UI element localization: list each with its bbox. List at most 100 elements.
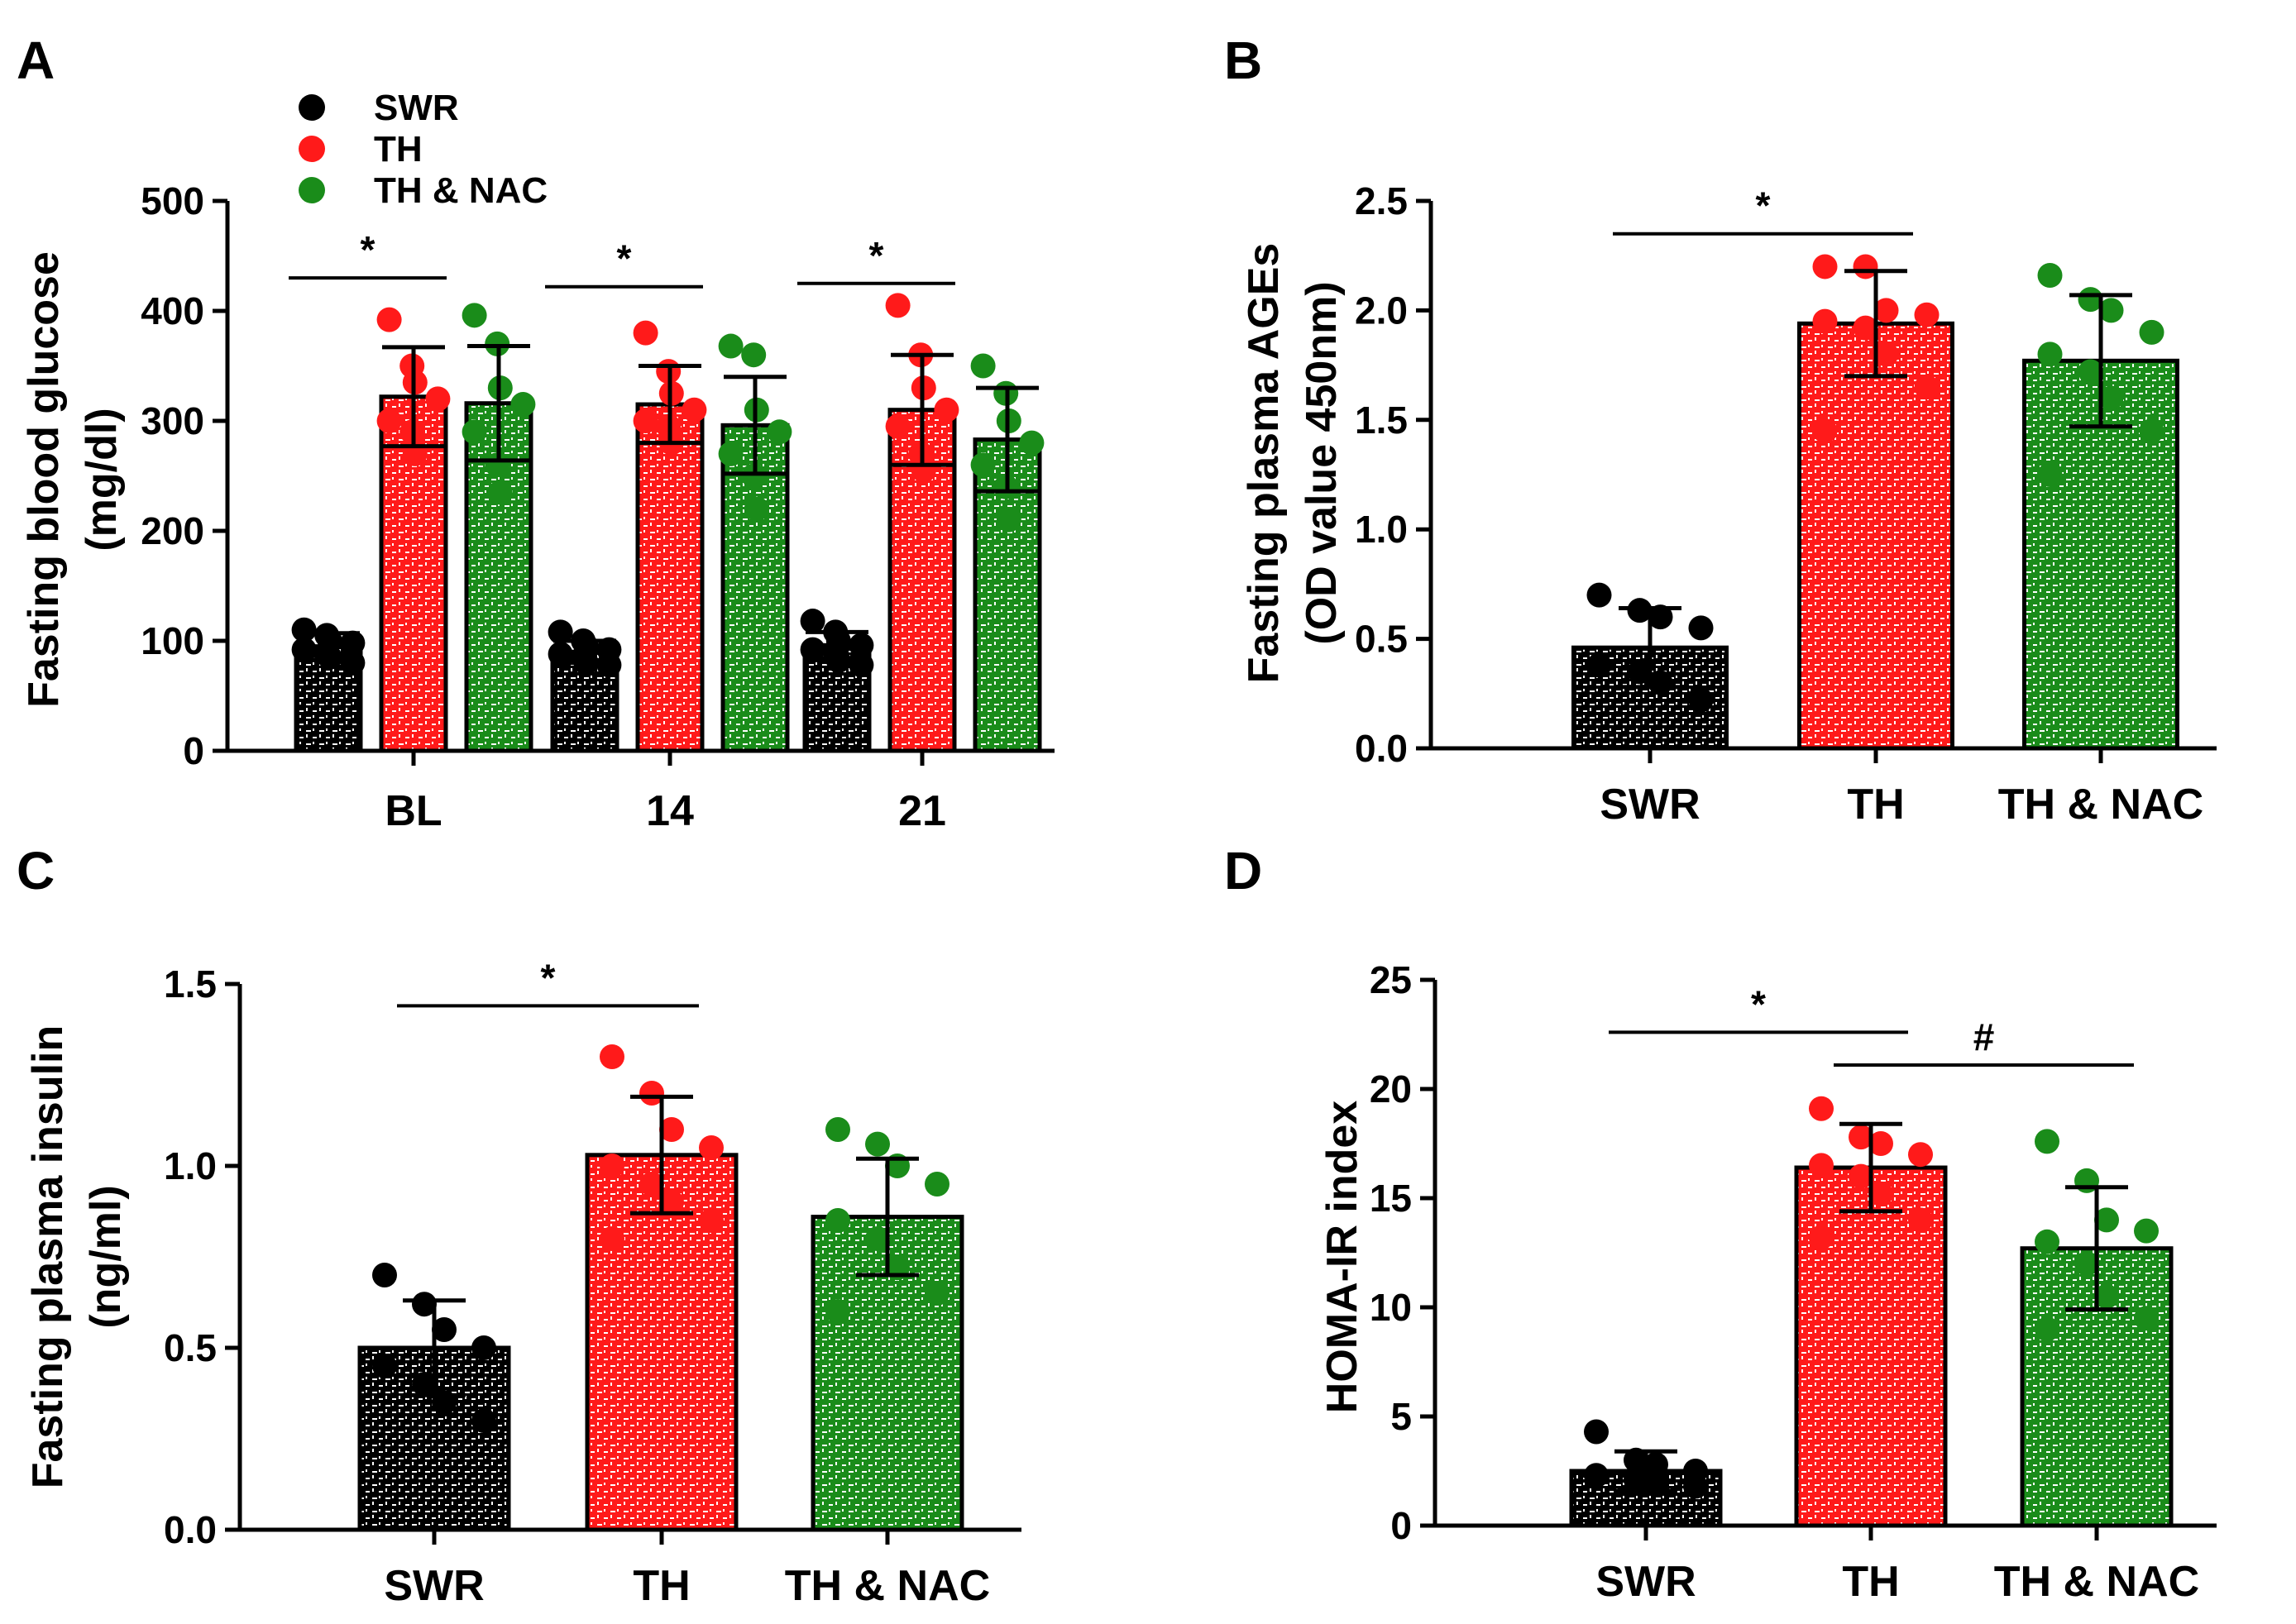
point-c-th-1-3 bbox=[699, 1135, 724, 1160]
point-d-th-nac-2-7 bbox=[2134, 1306, 2159, 1331]
point-a-th-0-4 bbox=[376, 408, 402, 433]
x-tick-label-d-1: TH bbox=[1842, 1558, 1899, 1606]
significance-mark-d-0: * bbox=[1751, 982, 1766, 1025]
point-b-swr-0-0 bbox=[1586, 582, 1612, 608]
point-b-th-1-4 bbox=[1812, 308, 1838, 334]
panel-a: A SWR TH TH & NAC Fasting blood glucose … bbox=[17, 31, 1055, 835]
y-tick-label-a-2: 200 bbox=[141, 509, 204, 552]
y-tick-label-a-5: 500 bbox=[141, 179, 204, 222]
point-a-th-nac-2-4 bbox=[970, 452, 996, 478]
point-a-th-2-3 bbox=[934, 397, 959, 423]
y-tick-label-c-0: 0.0 bbox=[164, 1508, 217, 1551]
point-d-th-nac-2-6 bbox=[2094, 1283, 2119, 1309]
point-c-th-1-4 bbox=[600, 1154, 624, 1178]
y-tick-label-b-2: 1.0 bbox=[1355, 508, 1408, 551]
significance-mark-c-0: * bbox=[541, 956, 556, 999]
bar-c-th-1 bbox=[585, 1153, 739, 1532]
plot-d: 0 5 10 15 20 25 SWR TH TH & NAC * # bbox=[1370, 958, 2217, 1606]
y-tick-label-c-1: 0.5 bbox=[164, 1326, 217, 1369]
point-a-th-2-4 bbox=[885, 413, 911, 439]
y-tick-label-b-1: 0.5 bbox=[1355, 618, 1408, 661]
point-b-th-nac-2-8 bbox=[2037, 462, 2063, 487]
point-d-th-1-0 bbox=[1809, 1096, 1834, 1121]
point-a-th-nac-0-0 bbox=[462, 303, 487, 328]
panel-letter-d: D bbox=[1224, 841, 1262, 900]
y-tick-label-c-3: 1.5 bbox=[164, 962, 217, 1005]
legend-thnac-label: TH & NAC bbox=[374, 170, 548, 211]
point-c-th-nac-2-7 bbox=[925, 1281, 949, 1306]
significance-mark-a-1: * bbox=[617, 237, 632, 280]
point-a-th-nac-1-3 bbox=[767, 419, 792, 445]
x-tick-label-d-2: TH & NAC bbox=[1994, 1558, 2199, 1606]
point-a-swr-2-3 bbox=[849, 633, 874, 658]
significance-mark-b-0: * bbox=[1756, 184, 1771, 227]
point-a-th-nac-0-1 bbox=[485, 331, 510, 356]
point-b-swr-0-3 bbox=[1688, 615, 1714, 641]
y-axis-title-c-1: Fasting plasma insulin bbox=[24, 1025, 72, 1489]
significance-mark-d-1: # bbox=[1973, 1015, 1995, 1058]
point-c-th-1-5 bbox=[639, 1172, 664, 1197]
legend-th-label: TH bbox=[374, 129, 423, 170]
point-b-th-1-5 bbox=[1853, 315, 1878, 341]
y-tick-label-c-2: 1.0 bbox=[164, 1144, 217, 1187]
point-c-th-1-1 bbox=[639, 1081, 664, 1106]
point-d-swr-0-0 bbox=[1584, 1419, 1609, 1445]
point-d-th-1-4 bbox=[1809, 1153, 1834, 1178]
point-a-swr-0-0 bbox=[291, 617, 317, 642]
point-b-th-1-7 bbox=[1914, 375, 1940, 400]
y-axis-title-d: HOMA-IR index bbox=[1318, 1101, 1366, 1414]
point-b-th-nac-2-0 bbox=[2037, 263, 2063, 289]
plot-c: 0.0 0.5 1.0 1.5 SWR TH TH & NAC * bbox=[164, 956, 1021, 1610]
point-b-th-nac-2-6 bbox=[2098, 385, 2124, 411]
panel-letter-a: A bbox=[17, 31, 55, 90]
point-a-th-nac-0-4 bbox=[462, 419, 487, 445]
y-axis-title-a-2: (mg/dl) bbox=[78, 408, 126, 551]
point-d-th-nac-2-4 bbox=[2035, 1229, 2059, 1254]
point-b-th-1-3 bbox=[1914, 302, 1940, 327]
point-a-swr-0-3 bbox=[340, 630, 366, 656]
point-b-th-1-6 bbox=[1873, 342, 1899, 367]
y-tick-label-a-0: 0 bbox=[183, 729, 204, 772]
point-c-th-1-2 bbox=[659, 1117, 684, 1142]
y-tick-label-b-3: 1.5 bbox=[1355, 399, 1408, 442]
point-d-th-1-7 bbox=[1908, 1207, 1933, 1233]
point-d-th-1-5 bbox=[1849, 1163, 1873, 1189]
point-a-th-nac-0-6 bbox=[487, 480, 513, 505]
y-tick-label-a-1: 100 bbox=[141, 619, 204, 662]
point-a-th-1-0 bbox=[633, 320, 658, 346]
point-c-th-nac-2-0 bbox=[825, 1117, 850, 1142]
point-b-th-1-8 bbox=[1812, 418, 1838, 444]
significance-mark-a-2: * bbox=[869, 234, 884, 277]
point-a-th-nac-0-3 bbox=[510, 392, 536, 418]
point-d-th-1-8 bbox=[1809, 1225, 1834, 1250]
panel-d: D HOMA-IR index 0 5 10 15 20 25 SWR TH TH & NAC *… bbox=[1224, 841, 2217, 1606]
point-a-swr-0-4 bbox=[291, 637, 317, 662]
x-tick-label-c-2: TH & NAC bbox=[785, 1562, 990, 1610]
y-axis-title-c-2: (ng/ml) bbox=[82, 1185, 130, 1328]
y-tick-label-d-0: 0 bbox=[1390, 1504, 1412, 1547]
point-a-th-0-0 bbox=[376, 307, 402, 332]
point-d-th-nac-2-3 bbox=[2134, 1218, 2159, 1244]
point-a-th-nac-1-0 bbox=[718, 333, 744, 359]
point-b-th-1-2 bbox=[1873, 298, 1899, 323]
point-c-th-1-7 bbox=[699, 1208, 724, 1233]
point-d-th-1-2 bbox=[1868, 1131, 1893, 1156]
point-c-swr-0-1 bbox=[412, 1292, 437, 1317]
y-tick-label-d-3: 15 bbox=[1370, 1177, 1412, 1220]
point-d-th-1-6 bbox=[1868, 1181, 1893, 1206]
point-d-th-1-3 bbox=[1908, 1142, 1933, 1168]
y-tick-label-a-3: 300 bbox=[141, 399, 204, 442]
point-b-swr-0-5 bbox=[1627, 659, 1653, 685]
legend-thnac-marker bbox=[299, 177, 325, 203]
point-b-th-1-0 bbox=[1812, 254, 1838, 279]
point-d-swr-0-2 bbox=[1643, 1452, 1668, 1478]
x-tick-label-b-1: TH bbox=[1847, 781, 1904, 829]
y-axis-title-b-1: Fasting plasma AGEs bbox=[1240, 243, 1288, 684]
point-a-th-0-3 bbox=[425, 386, 451, 412]
point-a-th-nac-1-1 bbox=[741, 342, 767, 368]
point-b-th-nac-2-5 bbox=[2078, 359, 2103, 385]
point-c-swr-0-7 bbox=[471, 1408, 496, 1433]
y-tick-label-d-5: 25 bbox=[1370, 958, 1412, 1001]
point-d-th-nac-2-2 bbox=[2094, 1207, 2119, 1233]
